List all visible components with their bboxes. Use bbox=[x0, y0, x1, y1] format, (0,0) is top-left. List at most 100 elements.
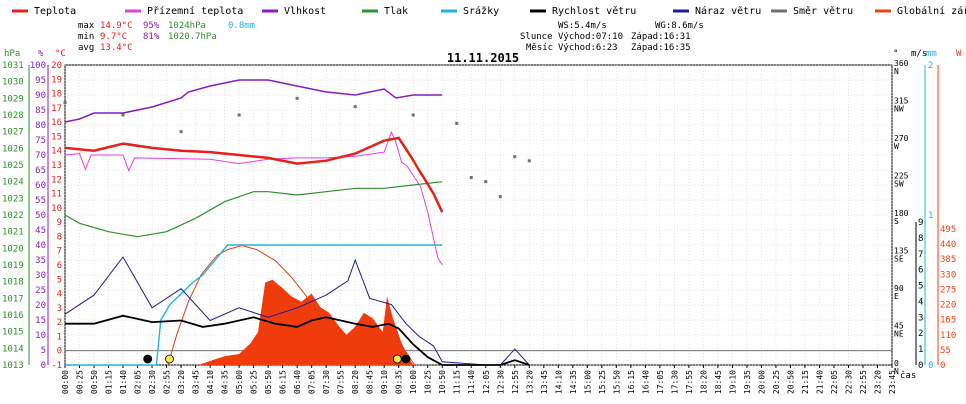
dir-name-5: SE bbox=[894, 255, 904, 264]
degc-tick-15: 5 bbox=[57, 275, 62, 285]
time-tick-56: 23:20 bbox=[873, 370, 882, 394]
time-tick-11: 04:35 bbox=[221, 370, 230, 394]
hpa-tick-9: 1022 bbox=[2, 211, 24, 221]
w-tick-2: 385 bbox=[940, 255, 956, 265]
time-tick-26: 10:50 bbox=[438, 370, 447, 394]
hpa-tick-5: 1026 bbox=[2, 144, 24, 154]
degc-tick-0: 20 bbox=[51, 61, 62, 71]
degc-tick-5: 15 bbox=[51, 132, 62, 142]
pct-tick-1: 95 bbox=[35, 76, 46, 86]
time-tick-23: 09:35 bbox=[395, 370, 404, 394]
pct-tick-13: 35 bbox=[35, 256, 46, 266]
legend-label-3: Tlak bbox=[384, 6, 408, 17]
dir-name-2: W bbox=[894, 142, 899, 151]
degc-tick-18: 2 bbox=[57, 318, 62, 328]
pct-tick-4: 80 bbox=[35, 121, 46, 131]
time-tick-3: 01:15 bbox=[105, 370, 114, 394]
dir-name-4: S bbox=[894, 217, 899, 226]
stat-press-max: 1024hPa bbox=[168, 21, 206, 31]
pct-tick-3: 85 bbox=[35, 106, 46, 116]
axis-mm-label: mm bbox=[926, 49, 937, 59]
time-tick-8: 03:20 bbox=[177, 370, 186, 394]
time-tick-45: 18:45 bbox=[714, 370, 723, 394]
info-moon-label: Měsíc bbox=[526, 43, 553, 53]
axis-degc-label: °C bbox=[55, 49, 66, 59]
pct-tick-20: 0 bbox=[41, 361, 46, 371]
degc-tick-14: 6 bbox=[57, 261, 62, 271]
time-tick-1: 00:25 bbox=[76, 370, 85, 394]
time-tick-52: 21:40 bbox=[815, 370, 824, 394]
degc-tick-10: 10 bbox=[51, 204, 62, 214]
wind-dir-point-0 bbox=[63, 101, 67, 104]
degc-tick-16: 4 bbox=[57, 290, 62, 300]
chart-title: 11.11.2015 bbox=[447, 51, 519, 65]
degc-tick-12: 8 bbox=[57, 232, 62, 242]
time-tick-39: 16:15 bbox=[627, 370, 636, 394]
time-tick-47: 19:35 bbox=[743, 370, 752, 394]
pct-tick-6: 70 bbox=[35, 151, 46, 161]
ms-tick-4: 5 bbox=[918, 282, 923, 292]
time-tick-12: 05:00 bbox=[235, 370, 244, 394]
stat-hum-min: 81% bbox=[143, 32, 160, 42]
wind-dir-point-4 bbox=[295, 96, 299, 100]
stat-label-min: min bbox=[78, 32, 94, 42]
ms-tick-3: 6 bbox=[918, 266, 923, 276]
time-tick-5: 02:05 bbox=[134, 370, 143, 394]
w-tick-4: 275 bbox=[940, 285, 956, 295]
axis-ms-label: m/s bbox=[911, 49, 927, 59]
legend-label-8: Globální záření bbox=[897, 5, 966, 17]
time-tick-18: 07:30 bbox=[322, 370, 331, 394]
time-tick-41: 17:05 bbox=[656, 370, 665, 394]
ms-tick-7: 2 bbox=[918, 329, 923, 339]
moon-marker-0 bbox=[143, 354, 153, 364]
degc-tick-11: 9 bbox=[57, 218, 62, 228]
pct-tick-17: 15 bbox=[35, 316, 46, 326]
pct-tick-15: 25 bbox=[35, 286, 46, 296]
time-tick-10: 04:10 bbox=[206, 370, 215, 394]
series-clear-sky bbox=[167, 244, 416, 366]
time-tick-51: 21:15 bbox=[801, 370, 810, 394]
time-tick-17: 07:05 bbox=[308, 370, 317, 394]
info-sun-label: Slunce bbox=[520, 32, 553, 42]
hpa-tick-16: 1015 bbox=[2, 328, 24, 338]
hpa-tick-1: 1030 bbox=[2, 78, 24, 88]
axis-pct-label: % bbox=[38, 49, 44, 59]
stat-press-min: 1020.7hPa bbox=[168, 32, 217, 42]
legend-label-6: Náraz větru bbox=[695, 5, 761, 17]
time-tick-50: 20:50 bbox=[786, 370, 795, 394]
time-tick-53: 22:05 bbox=[830, 370, 839, 394]
time-tick-54: 22:30 bbox=[844, 370, 853, 394]
hpa-tick-2: 1029 bbox=[2, 94, 24, 104]
time-tick-30: 12:30 bbox=[496, 370, 505, 394]
degc-tick-1: 19 bbox=[51, 75, 62, 85]
pct-tick-10: 50 bbox=[35, 211, 46, 221]
time-tick-27: 11:15 bbox=[453, 370, 462, 394]
time-tick-55: 22:55 bbox=[859, 370, 868, 394]
time-tick-15: 06:15 bbox=[279, 370, 288, 394]
sun-marker-1 bbox=[165, 354, 174, 364]
pct-tick-8: 60 bbox=[35, 181, 46, 191]
dir-tick-7: 45 bbox=[894, 322, 904, 331]
dir-name-0: N bbox=[894, 67, 899, 76]
degc-tick-3: 17 bbox=[51, 104, 62, 114]
time-tick-46: 19:10 bbox=[728, 370, 737, 394]
time-tick-21: 08:45 bbox=[366, 370, 375, 394]
time-tick-29: 12:05 bbox=[482, 370, 491, 394]
time-tick-37: 15:25 bbox=[598, 370, 607, 394]
pct-tick-9: 55 bbox=[35, 196, 46, 206]
time-tick-25: 10:25 bbox=[424, 370, 433, 394]
degc-tick-19: 1 bbox=[57, 332, 62, 342]
time-tick-34: 14:10 bbox=[554, 370, 563, 394]
time-tick-20: 08:20 bbox=[351, 370, 360, 394]
time-tick-32: 13:20 bbox=[525, 370, 534, 394]
wind-dir-point-2 bbox=[179, 130, 183, 134]
moon-marker-3 bbox=[401, 354, 411, 364]
pct-tick-16: 20 bbox=[35, 301, 46, 311]
legend-label-2: Vlhkost bbox=[284, 6, 326, 17]
hpa-tick-17: 1014 bbox=[2, 344, 24, 354]
stat-temp-min: 9.7°C bbox=[100, 32, 127, 42]
series-wind-gust bbox=[64, 256, 530, 366]
w-tick-6: 165 bbox=[940, 316, 956, 326]
